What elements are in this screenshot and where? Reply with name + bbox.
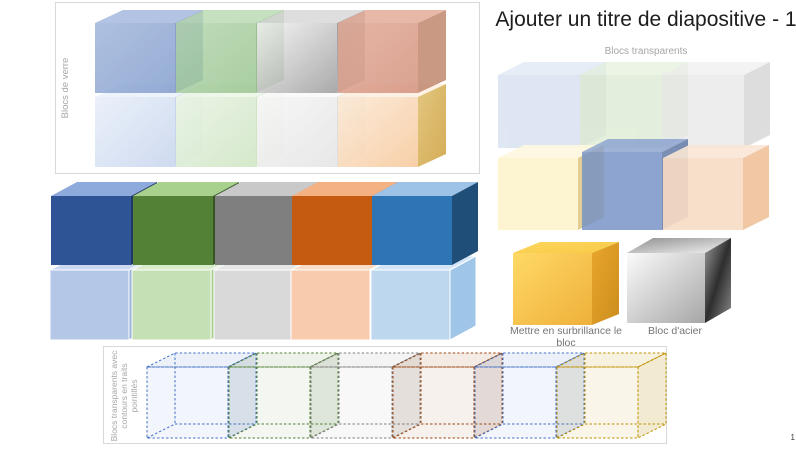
light-cube-skyblue[interactable]	[370, 255, 477, 341]
highlight-cube-gold[interactable]	[513, 242, 619, 325]
dashed-cube-orange[interactable]	[392, 352, 503, 439]
steel-cube[interactable]	[627, 238, 731, 323]
layer-dashed	[146, 352, 667, 439]
transparent-blocks-label: Blocs transparents	[604, 46, 688, 57]
glass-blocks-panel[interactable]	[55, 2, 480, 174]
dashed-cube-blue-1[interactable]	[146, 352, 257, 439]
glass-blocks-rotated-label: Blocs de verre	[60, 57, 71, 119]
dashed-blocks-rotated-label: Blocs transparents avec contours en trai…	[109, 350, 139, 442]
layer-glass-reflections	[95, 84, 446, 167]
layer-solid-light	[49, 255, 477, 341]
transparent-cube-peach[interactable]	[663, 145, 769, 230]
transparent-cube-gray[interactable]	[662, 62, 770, 148]
slide-title-placeholder[interactable]: Ajouter un titre de diapositive - 1	[495, 8, 796, 31]
dashed-cube-green[interactable]	[228, 352, 339, 439]
layer-transparent-row1	[498, 62, 770, 148]
layer-glass	[95, 10, 446, 93]
glass-reflection-orange[interactable]	[338, 84, 446, 167]
layer-solid	[51, 182, 478, 265]
solid-cube-blue[interactable]	[372, 182, 478, 265]
steel-cube-label: Bloc d'acier	[648, 325, 702, 337]
slide-number: 1	[790, 433, 795, 442]
layer-transparent-row2	[498, 139, 769, 230]
layer-special	[513, 238, 731, 325]
dashed-cube-gray[interactable]	[310, 352, 421, 439]
glass-cube-salmon[interactable]	[338, 10, 446, 93]
dashed-cube-blue-2[interactable]	[474, 352, 585, 439]
solid-cube-navy[interactable]	[51, 182, 157, 265]
highlight-cube-label: Mettre en surbrillance le bloc	[509, 325, 623, 349]
dashed-cube-yellow[interactable]	[556, 352, 667, 439]
